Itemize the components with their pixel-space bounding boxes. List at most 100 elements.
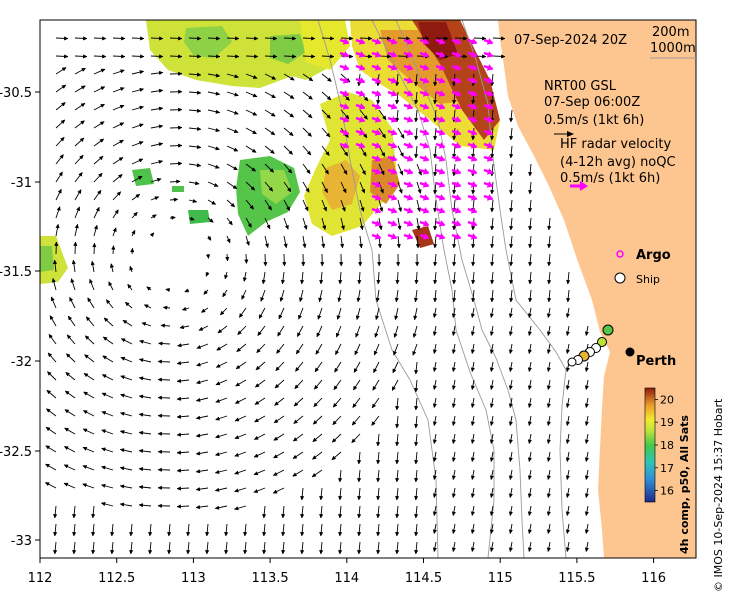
- current-arrowhead: [103, 317, 109, 323]
- current-arrowhead: [334, 367, 339, 373]
- current-arrowhead: [89, 278, 94, 284]
- current-arrowhead: [215, 109, 221, 114]
- radar-arrowhead: [486, 77, 494, 84]
- current-arrowhead: [432, 439, 437, 445]
- current-arrowhead: [376, 513, 381, 519]
- current-arrowhead: [433, 189, 438, 195]
- current-arrowhead: [508, 439, 513, 445]
- radar-arrowhead: [422, 233, 430, 240]
- current-arrowhead: [319, 279, 324, 285]
- current-arrowhead: [509, 171, 514, 177]
- radar-arrowhead: [422, 129, 430, 136]
- current-arrowhead: [203, 290, 208, 295]
- current-arrowhead: [331, 438, 337, 443]
- current-arrowhead: [100, 501, 106, 507]
- current-arrowhead: [482, 54, 487, 59]
- current-arrowhead: [139, 105, 145, 110]
- current-arrowhead: [82, 483, 88, 488]
- current-arrowhead: [186, 549, 191, 555]
- current-arrowhead: [396, 243, 401, 249]
- current-arrowhead: [189, 216, 195, 221]
- current-arrowhead: [178, 107, 183, 112]
- city-label: Perth: [636, 354, 676, 369]
- current-arrowhead: [416, 225, 421, 231]
- current-arrowhead: [527, 403, 532, 409]
- current-arrowhead: [489, 529, 494, 535]
- current-arrowhead: [209, 218, 214, 223]
- radar-arrowhead: [374, 181, 382, 188]
- current-arrowhead: [214, 164, 220, 169]
- argo-icon: [616, 250, 624, 258]
- current-arrowhead: [490, 261, 495, 267]
- x-tick-label: 112.5: [98, 571, 135, 586]
- current-arrowhead: [207, 236, 212, 241]
- current-arrowhead: [53, 513, 58, 519]
- current-arrowhead: [100, 483, 106, 488]
- current-arrowhead: [281, 531, 286, 537]
- current-arrowhead: [159, 54, 164, 59]
- current-arrowhead: [176, 360, 182, 366]
- current-arrowhead: [110, 531, 115, 537]
- y-tick-label: -30.5: [0, 86, 32, 101]
- current-arrowhead: [323, 206, 327, 212]
- current-arrowhead: [83, 373, 89, 378]
- current-arrowhead: [371, 403, 377, 409]
- current-arrowhead: [508, 331, 513, 337]
- current-arrowhead: [176, 343, 182, 348]
- current-arrowhead: [566, 297, 571, 303]
- current-arrowhead: [70, 278, 75, 283]
- current-arrowhead: [319, 549, 324, 555]
- current-arrowhead: [184, 288, 190, 293]
- current-arrowhead: [275, 366, 280, 372]
- current-arrowhead: [195, 397, 201, 402]
- current-arrowhead: [451, 529, 456, 535]
- current-arrowhead: [335, 350, 340, 356]
- current-arrowhead: [293, 419, 299, 424]
- current-arrowhead: [176, 468, 182, 473]
- current-arrowhead: [395, 441, 400, 447]
- current-arrowhead: [432, 403, 437, 409]
- radar-arrowhead: [470, 168, 478, 175]
- current-arrowhead: [242, 277, 247, 283]
- current-arrowhead: [425, 36, 430, 41]
- current-arrowhead: [85, 316, 91, 322]
- current-arrowhead: [395, 81, 400, 87]
- current-arrowhead: [509, 243, 514, 249]
- current-arrowhead: [176, 504, 181, 509]
- current-arrowhead: [546, 367, 551, 373]
- gsl-scale-arrow: [554, 131, 574, 137]
- current-arrowhead: [117, 174, 123, 179]
- current-arrowhead: [413, 315, 418, 321]
- current-arrowhead: [195, 433, 201, 438]
- current-arrowhead: [527, 493, 532, 499]
- current-arrowhead: [119, 393, 125, 398]
- radar-arrowhead: [390, 207, 398, 214]
- current-arrowhead: [253, 453, 259, 458]
- current-arrowhead: [546, 439, 551, 445]
- radar-arrowhead: [438, 168, 446, 175]
- radar-arrowhead: [438, 142, 446, 149]
- radar-arrowhead: [342, 142, 350, 149]
- current-arrowhead: [196, 362, 201, 367]
- current-arrowhead: [327, 77, 332, 82]
- radar-detail: (4-12h avg) noQC: [560, 155, 676, 170]
- ship-icon: [614, 272, 626, 284]
- current-arrowhead: [352, 403, 357, 409]
- current-arrowhead: [338, 477, 343, 483]
- current-arrowhead: [46, 371, 52, 376]
- current-arrowhead: [471, 297, 476, 303]
- current-arrowhead: [414, 531, 419, 537]
- current-arrowhead: [80, 120, 85, 125]
- current-arrowhead: [266, 224, 271, 230]
- current-arrowhead: [91, 531, 96, 537]
- radar-arrowhead: [454, 103, 462, 110]
- current-arrowhead: [196, 126, 202, 131]
- current-arrowhead: [373, 368, 378, 374]
- colorbar-tick-label: 16: [660, 485, 674, 498]
- current-arrowhead: [351, 438, 356, 444]
- current-arrowhead: [158, 142, 164, 147]
- current-arrowhead: [417, 170, 422, 176]
- current-arrowhead: [92, 242, 97, 248]
- current-arrowhead: [157, 431, 162, 436]
- current-arrowhead: [79, 154, 84, 160]
